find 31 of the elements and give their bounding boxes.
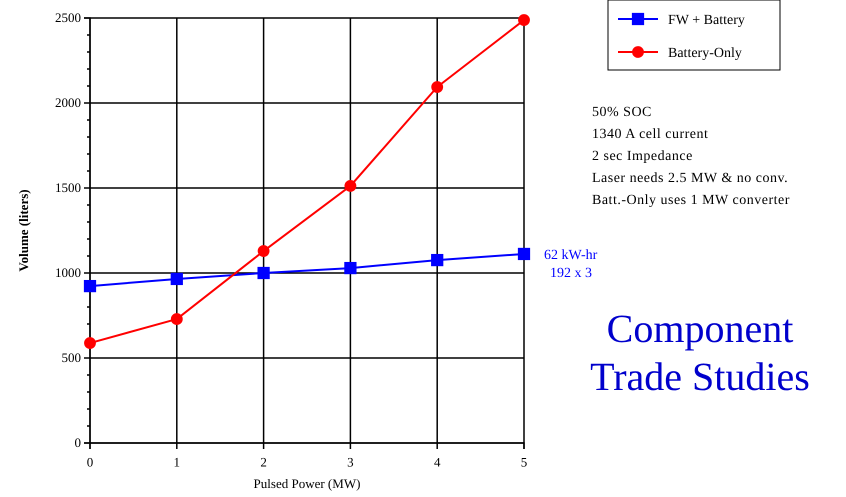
point — [344, 180, 356, 192]
point — [257, 266, 270, 280]
point — [344, 262, 357, 274]
x-tick-label: 0 — [86, 454, 94, 470]
point — [170, 313, 183, 325]
y-axis-title: Volume (liters) — [16, 189, 31, 272]
point — [518, 14, 530, 26]
legend-label: FW + Battery — [668, 13, 745, 28]
y-tick-label: 0 — [74, 435, 81, 450]
text: 50% SOC 1340 A cell current 2 sec Impedance Laser needs 2.5 MW & no conv. Batt.-Only uses 1 MW converter — [592, 105, 790, 208]
y-tick-label: 2000 — [55, 95, 81, 110]
x-tick-label: 3 — [347, 454, 354, 470]
y-tick-label: 1000 — [55, 265, 81, 280]
y-tick-label: 2500 — [55, 10, 81, 26]
x-tick-label: 5 — [520, 454, 528, 470]
x-tick-label: 1 — [174, 454, 180, 470]
text: Component Trade Studies — [590, 306, 810, 399]
point — [84, 337, 96, 349]
legend-label: Battery-Only — [668, 46, 742, 61]
point — [170, 272, 183, 286]
y-tick-label: 1500 — [55, 180, 81, 196]
x-tick-label: 2 — [260, 454, 267, 470]
point — [258, 245, 270, 257]
point — [431, 81, 444, 93]
x-tick-label: 4 — [434, 454, 441, 470]
point — [84, 280, 96, 292]
x-axis-title: Pulsed Power (MW) — [254, 476, 360, 491]
point — [518, 248, 530, 260]
y-tick-label: 500 — [62, 350, 81, 366]
point — [431, 254, 444, 266]
annotation: 62 kW-hr 192 x 3 — [544, 248, 598, 281]
